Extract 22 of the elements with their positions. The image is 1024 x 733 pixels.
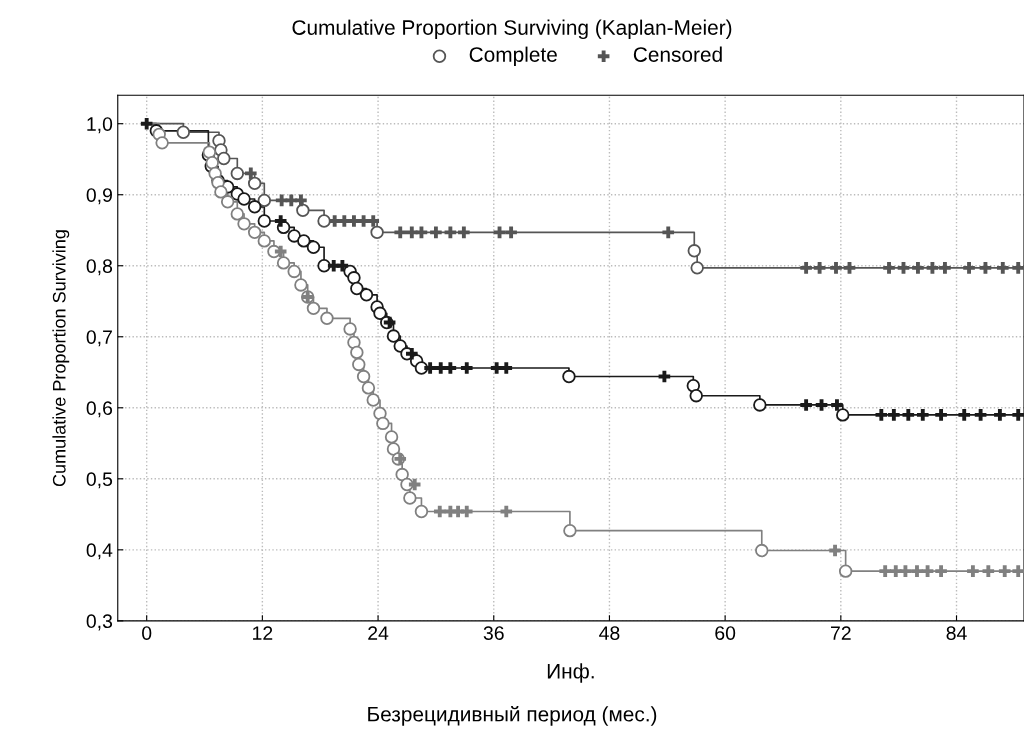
chart-title: Cumulative Proportion Surviving (Kaplan-Meier) [292, 19, 732, 40]
text: Безрецидивный период (мес.) [368, 705, 657, 726]
x-tick-label: 24 [368, 626, 389, 640]
y-tick-label: 1,0 [87, 117, 113, 134]
x-tick-label: 36 [483, 626, 504, 640]
x-tick-label: 48 [599, 626, 620, 640]
x-tick-label: 60 [715, 626, 736, 640]
y-tick-label: 0,4 [86, 543, 113, 560]
x-tick-label: 84 [946, 626, 967, 640]
y-tick-label: 0,8 [86, 259, 113, 276]
legend-label: Complete [469, 46, 557, 67]
y-tick-label: 0,3 [86, 614, 113, 631]
x-tick-label: 0 [142, 626, 152, 640]
y-tick-label: 0,6 [86, 401, 113, 418]
x-tick-label: 12 [253, 626, 273, 640]
x-axis-title: Инф. [547, 663, 594, 683]
y-tick-label: 0,9 [86, 188, 112, 205]
y-axis-title: Cumulative Proportion Surviving [52, 230, 70, 487]
y-tick-label: 0,7 [86, 330, 112, 347]
x-tick-label: 72 [831, 626, 851, 640]
legend-label: Censored [633, 46, 722, 62]
y-tick-label: 0,5 [86, 472, 113, 489]
